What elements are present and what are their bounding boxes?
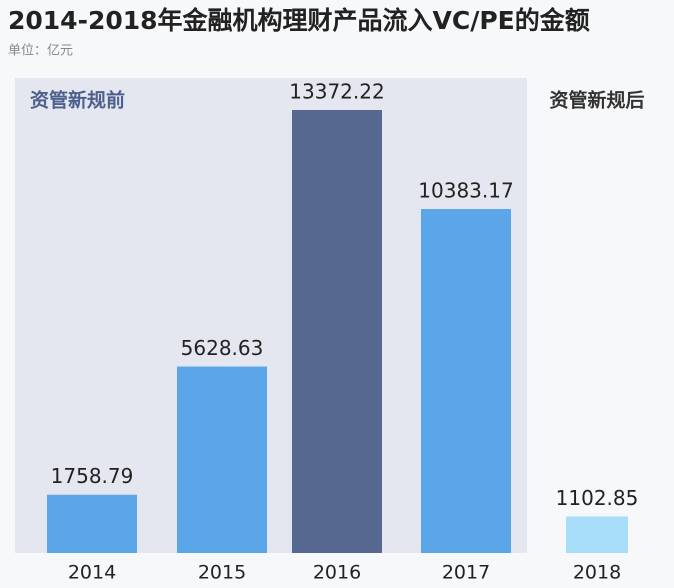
x-tick-label: 2018 [573, 562, 621, 584]
bar [47, 494, 137, 553]
region-label: 资管新规后 [549, 89, 644, 112]
x-tick-label: 2015 [198, 562, 246, 584]
value-label: 1102.85 [556, 486, 639, 510]
bar [566, 516, 628, 553]
bar [292, 110, 382, 553]
chart-title: 2014-2018年金融机构理财产品流入VC/PE的金额 [8, 6, 590, 35]
x-tick-label: 2014 [68, 562, 116, 584]
x-tick-label: 2016 [313, 562, 361, 584]
region-label: 资管新规前 [30, 89, 125, 112]
subtitle: 单位：亿元 [8, 44, 73, 59]
x-tick-label: 2017 [442, 562, 490, 584]
value-label: 13372.22 [289, 80, 384, 104]
bar [421, 209, 511, 553]
value-label: 10383.17 [418, 179, 513, 203]
value-label: 1758.79 [51, 464, 134, 488]
bar [177, 366, 267, 553]
value-label: 5628.63 [181, 336, 264, 360]
